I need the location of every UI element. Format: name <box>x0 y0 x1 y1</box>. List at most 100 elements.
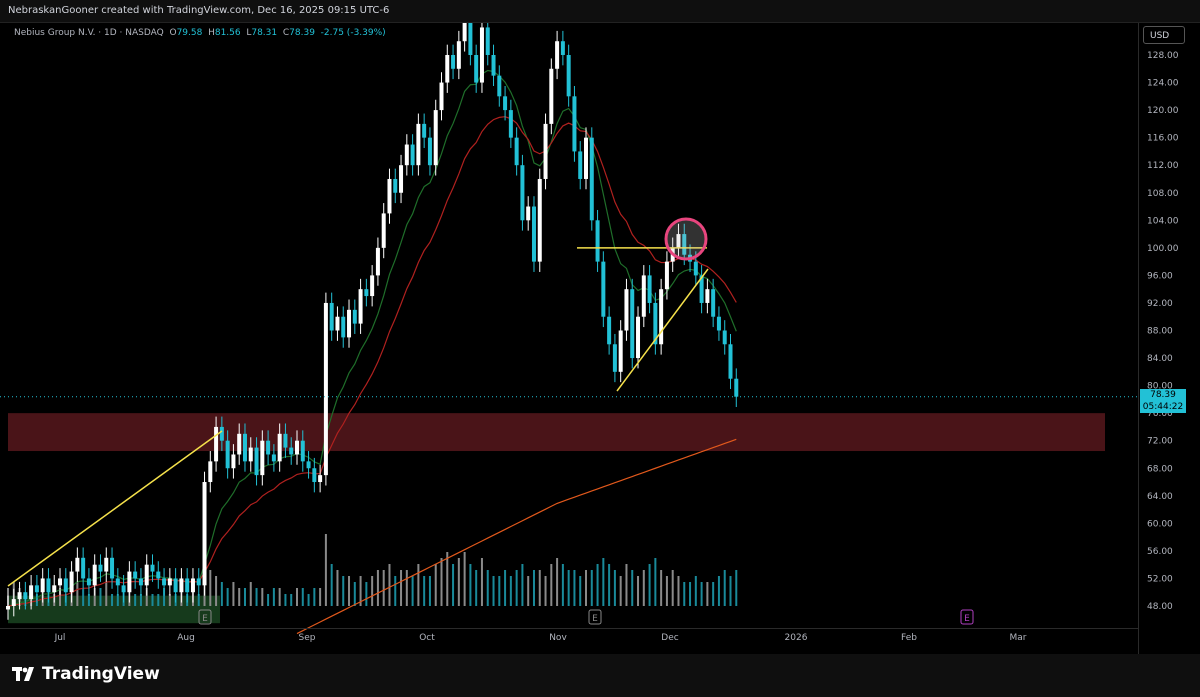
candle-body <box>277 433 282 462</box>
volume-bar <box>723 570 726 606</box>
last-price: 78.39 <box>1150 390 1176 400</box>
chart-pane[interactable]: E E E 128.00 124.00 120.00 116.00 112.00 108.00 1… <box>0 3 1200 655</box>
candle-body <box>549 68 554 124</box>
candle-body <box>318 475 323 483</box>
candle-body <box>387 178 392 214</box>
candle-body <box>306 461 311 469</box>
ema-mid-line <box>7 116 737 607</box>
volume-bar <box>446 552 449 606</box>
volume-bar <box>301 588 304 606</box>
candle-body <box>531 206 536 262</box>
volume-bar <box>400 570 403 606</box>
candle-body <box>520 165 525 221</box>
x-tick-label: Mar <box>1010 633 1027 643</box>
slow-ma-line <box>296 438 737 635</box>
candle-body <box>508 110 513 138</box>
volume-bar <box>353 582 356 606</box>
candle-body <box>86 578 91 586</box>
volume-bar <box>602 558 605 606</box>
volume-bar <box>671 570 674 606</box>
candle-body <box>190 578 195 593</box>
candle-body <box>433 110 438 166</box>
candle-body <box>659 289 664 345</box>
volume-bar <box>527 576 530 606</box>
y-tick-label: 72.00 <box>1147 437 1173 447</box>
candle-body <box>474 55 479 83</box>
volume-bar <box>290 594 293 606</box>
candle-body <box>358 289 363 324</box>
y-tick-label: 56.00 <box>1147 547 1173 557</box>
candle-body <box>323 302 328 476</box>
volume-bar <box>238 588 241 606</box>
volume-bar <box>440 558 443 606</box>
volume-bar <box>642 570 645 606</box>
candle-body <box>456 41 461 69</box>
volume-bar <box>579 576 582 606</box>
earnings-icon <box>588 609 602 625</box>
candle-body <box>485 27 490 55</box>
candle-body <box>219 426 224 441</box>
volume-bar <box>694 576 697 606</box>
volume-bar <box>272 588 275 606</box>
x-tick-label: Feb <box>901 633 917 643</box>
candle-body <box>150 564 155 572</box>
volume-bar <box>706 582 709 606</box>
last-price-label: 78.39 05:44:22 <box>1140 389 1186 413</box>
tradingview-logo[interactable]: TradingView <box>12 664 160 684</box>
volume-bar <box>405 570 408 606</box>
candle-body <box>34 585 39 593</box>
volume-bar <box>382 570 385 606</box>
candle-body <box>121 585 126 593</box>
attribution-text: NebraskanGooner created with TradingView… <box>8 5 390 16</box>
volume-bar <box>145 588 148 606</box>
candle-body <box>271 454 276 462</box>
brand-name: TradingView <box>42 664 160 684</box>
volume-bar <box>532 570 535 606</box>
candle-body <box>295 440 299 455</box>
low-value: 78.31 <box>251 28 278 38</box>
volume-bar <box>220 582 223 606</box>
volume-bar <box>677 576 680 606</box>
volume-bar <box>417 564 420 606</box>
tv-logo-icon <box>12 667 34 681</box>
currency-button[interactable]: USD <box>1143 26 1185 44</box>
volume-bar <box>226 588 229 606</box>
candle-body <box>23 592 28 600</box>
volume-bar <box>336 570 339 606</box>
open-value: 79.58 <box>176 28 203 38</box>
candle-body <box>653 302 658 345</box>
price-chart[interactable]: E E E 128.00 124.00 120.00 116.00 112.00 108.00 1… <box>0 3 1200 655</box>
volume-bar <box>116 594 119 606</box>
earnings-icon <box>960 609 974 625</box>
candle-body <box>612 344 617 372</box>
candle-body <box>104 557 109 572</box>
candle-body <box>29 585 34 600</box>
candle-body <box>682 234 687 255</box>
volume-bar <box>105 582 108 606</box>
candle-body <box>497 75 502 97</box>
candle-body <box>75 557 80 572</box>
volume-bar <box>480 558 483 606</box>
candle-body <box>133 571 138 579</box>
volume-bar <box>637 576 640 606</box>
volume-bar <box>423 576 426 606</box>
volume-bar <box>163 588 166 606</box>
volume-bar <box>376 570 379 606</box>
candle-body <box>607 316 612 345</box>
time-axis-border <box>0 628 1138 629</box>
volume-bar <box>151 594 154 606</box>
volume-bar <box>613 570 616 606</box>
volume-bar <box>249 582 252 606</box>
volume-bar <box>232 582 235 606</box>
volume-bar <box>585 570 587 606</box>
candle-body <box>427 137 432 166</box>
volume-bar <box>717 576 720 606</box>
candle-body <box>364 289 369 297</box>
candle-body <box>566 55 571 97</box>
candle-body <box>208 461 213 483</box>
candle-body <box>312 468 317 483</box>
volume-bar <box>665 576 668 606</box>
volume-bar <box>134 594 137 606</box>
volume-bar <box>492 576 495 606</box>
open-label: O <box>169 28 177 38</box>
